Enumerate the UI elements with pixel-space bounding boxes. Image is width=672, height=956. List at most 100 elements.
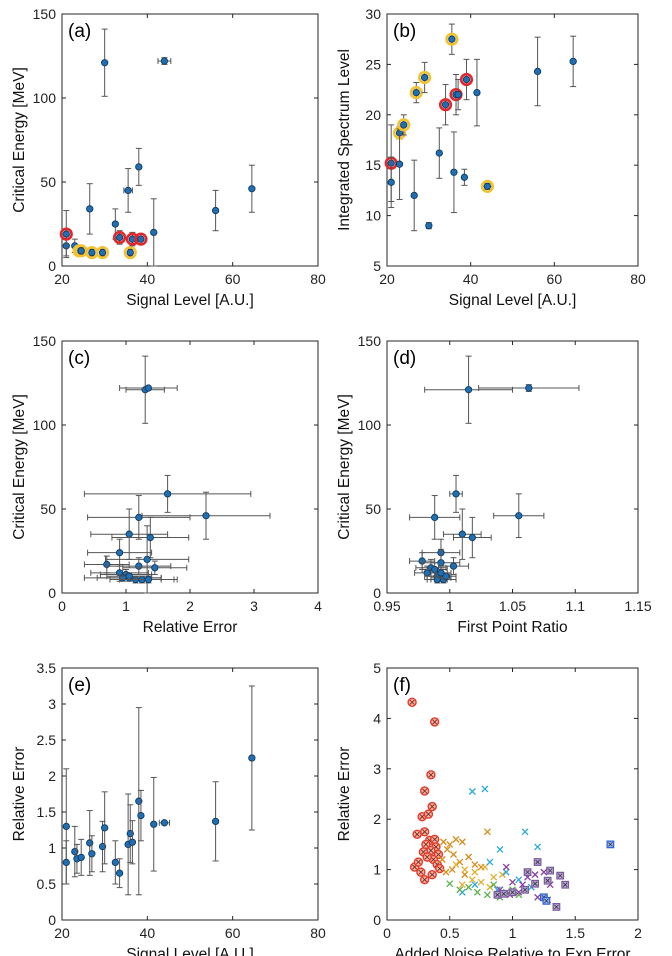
- x-marker: [490, 881, 498, 889]
- data-point: [453, 516, 492, 559]
- data-point: [395, 128, 404, 200]
- point-marker: [515, 512, 523, 520]
- x-marker: [531, 871, 539, 879]
- data-point: [126, 804, 134, 863]
- x-marker: [483, 891, 491, 899]
- x-tick-label: 40: [140, 271, 156, 287]
- point-marker: [454, 90, 462, 99]
- circle-x-marker: [429, 717, 440, 727]
- x-marker: [443, 845, 451, 853]
- data-point: [437, 557, 470, 576]
- highlight-ring: [397, 118, 411, 132]
- point-marker: [111, 220, 119, 228]
- panel-label: (a): [68, 21, 91, 42]
- y-tick-label: 0: [48, 258, 56, 274]
- y-tick-label: 1.5: [37, 804, 57, 820]
- x-marker: [468, 876, 476, 884]
- point-marker: [441, 101, 450, 109]
- data-point: [424, 355, 513, 424]
- x-tick-label: 80: [310, 925, 326, 941]
- point-marker: [137, 235, 145, 243]
- x-tick-label: 1.15: [624, 598, 651, 614]
- y-axis-label: Integrated Spectrum Level: [336, 49, 353, 231]
- y-tick-label: 3: [48, 696, 56, 712]
- circle-x-marker: [412, 829, 422, 840]
- point-marker: [450, 168, 458, 176]
- point-marker: [135, 562, 143, 570]
- cross-shape: [432, 836, 438, 842]
- cross-shape: [510, 889, 515, 895]
- data-point: [418, 61, 432, 94]
- point-marker: [395, 160, 404, 168]
- panel-label: (e): [68, 675, 91, 696]
- point-marker: [119, 574, 127, 582]
- circle-x-marker: [435, 863, 445, 874]
- data-point: [248, 164, 256, 213]
- x-marker: [456, 858, 464, 866]
- circle-x-marker: [427, 801, 437, 812]
- point-marker: [420, 73, 429, 82]
- panel-e: 20 40 60 80 0 0.5 1 1.5 2 2.5 3 3.5 Signal Level [A.…: [11, 660, 326, 956]
- data-point: [158, 819, 171, 827]
- x-tick-label: 0: [58, 598, 66, 614]
- x-marker: [458, 881, 466, 889]
- y-tick-label: 150: [33, 6, 57, 22]
- data-point: [150, 198, 158, 267]
- data-point: [480, 179, 495, 193]
- point-marker: [468, 533, 476, 542]
- cross-shape: [424, 854, 430, 860]
- point-marker: [151, 564, 159, 572]
- square-x-marker: [531, 879, 539, 888]
- x-marker: [471, 881, 479, 889]
- square-x-marker: [533, 858, 542, 866]
- cross-shape: [437, 866, 443, 872]
- cross-shape: [544, 898, 549, 904]
- marker-series: [438, 828, 491, 879]
- y-tick-label: 25: [365, 56, 381, 72]
- cross-shape: [428, 847, 434, 853]
- circle-x-marker: [427, 869, 437, 880]
- x-tick-label: 1: [446, 598, 454, 614]
- x-marker: [486, 883, 494, 891]
- x-tick-label: 80: [310, 271, 326, 287]
- point-marker: [160, 57, 169, 65]
- data-point: [101, 28, 109, 97]
- x-marker: [521, 828, 529, 836]
- point-marker: [163, 490, 172, 498]
- axes-frame: [386, 13, 639, 267]
- x-marker: [461, 866, 469, 874]
- x-tick-label: 1.1: [566, 598, 586, 614]
- y-axis-label: Relative Error: [11, 747, 28, 842]
- highlight-ring: [112, 230, 127, 245]
- x-marker: [481, 785, 489, 793]
- highlight-ring: [438, 98, 453, 112]
- y-tick-label: 50: [365, 501, 381, 517]
- data-point: [86, 183, 94, 235]
- data-point: [123, 168, 133, 213]
- data-point: [83, 474, 252, 513]
- highlight-ring: [418, 70, 432, 85]
- x-marker: [468, 788, 476, 795]
- point-marker: [150, 820, 158, 828]
- y-tick-label: 0: [48, 912, 56, 928]
- point-marker: [452, 490, 460, 498]
- point-marker: [464, 386, 473, 394]
- x-marker: [471, 868, 479, 876]
- x-marker: [456, 886, 464, 894]
- cross-shape: [425, 811, 431, 817]
- y-axis-label: Relative Error: [336, 747, 353, 842]
- highlight-ring: [480, 179, 495, 193]
- cross-shape: [423, 841, 429, 847]
- data-point: [87, 538, 153, 567]
- panel-d: 0.95 1 1.05 1.1 1.15 0 50 100 150 First Point Rat…: [336, 333, 652, 636]
- y-tick-label: 0: [48, 585, 56, 601]
- x-axis-label: Signal Level [A.U.]: [449, 292, 577, 309]
- y-tick-label: 20: [365, 107, 381, 123]
- highlight-ring: [445, 32, 459, 46]
- point-marker: [146, 533, 154, 542]
- data-point: [111, 516, 190, 559]
- x-tick-label: 60: [225, 925, 241, 941]
- highlight-ring: [59, 227, 73, 241]
- data-point: [62, 840, 70, 885]
